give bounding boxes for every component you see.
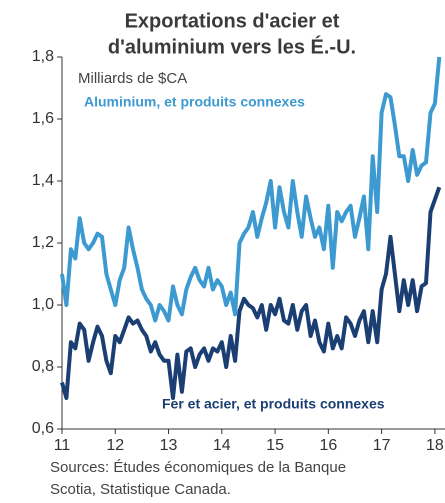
y-tick-label: 0,8	[32, 358, 54, 375]
chart-title: d'aluminium vers les É.-U.	[108, 35, 356, 58]
chart-title: Exportations d'acier et	[125, 10, 340, 32]
legend-label: Fer et acier, et produits connexes	[162, 396, 385, 412]
x-tick-label: 16	[319, 437, 337, 454]
x-tick-label: 17	[373, 437, 391, 454]
series-line	[60, 56, 442, 323]
legend-label: Aluminium, et produits connexes	[84, 94, 305, 110]
y-tick-label: 1,0	[32, 296, 54, 313]
source-note: Scotia, Statistique Canada.	[50, 481, 231, 498]
y-tick-label: 0,6	[32, 420, 54, 437]
y-tick-label: 1,8	[32, 48, 54, 65]
x-tick-label: 14	[213, 437, 231, 454]
x-tick-label: 15	[266, 437, 284, 454]
x-tick-label: 18	[426, 437, 444, 454]
x-tick-label: 12	[106, 437, 124, 454]
x-tick-label: 11	[54, 437, 71, 454]
source-note: Sources: Études économiques de la Banque	[50, 459, 346, 476]
y-tick-label: 1,6	[32, 110, 54, 127]
x-tick-label: 13	[160, 437, 178, 454]
y-axis-label: Milliards de $CA	[78, 70, 187, 87]
y-tick-label: 1,4	[32, 172, 54, 189]
series-line	[60, 186, 442, 400]
y-tick-label: 1,2	[32, 234, 54, 251]
